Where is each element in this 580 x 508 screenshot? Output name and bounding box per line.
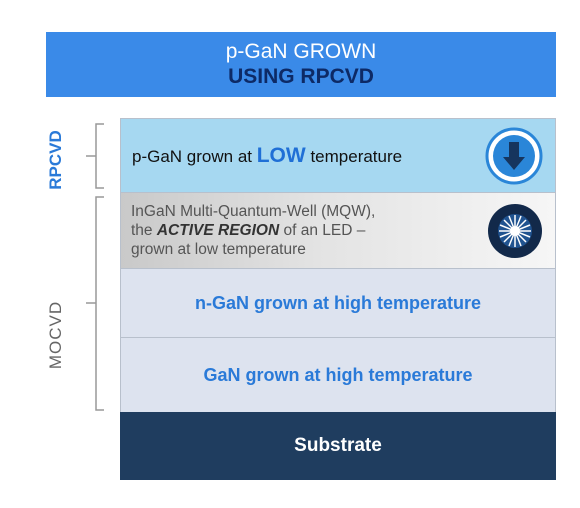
side-label: MOCVD xyxy=(46,300,65,370)
text: InGaN Multi-Quantum-Well (MQW), xyxy=(131,203,376,220)
text: of an LED – xyxy=(279,222,366,239)
down-icon xyxy=(485,127,543,185)
layer-text: InGaN Multi-Quantum-Well (MQW), the ACTI… xyxy=(131,202,375,259)
layer-text: Substrate xyxy=(294,435,382,456)
bracket xyxy=(86,196,104,411)
layer-text: n-GaN grown at high temperature xyxy=(194,292,482,313)
layer-text: p-GaN grown at LOW temperature xyxy=(132,144,402,168)
text: p-GaN grown at xyxy=(132,146,257,166)
brackets xyxy=(86,123,104,411)
layer-text: GaN grown at high temperature xyxy=(203,364,473,385)
text: the xyxy=(131,222,157,239)
text: grown at low temperature xyxy=(131,241,306,258)
header: p-GaN GROWN USING RPCVD xyxy=(46,32,556,97)
side-label: RPCVD xyxy=(46,130,65,190)
layer: GaN grown at high temperature xyxy=(120,337,556,413)
layer: n-GaN grown at high temperature xyxy=(120,268,556,338)
bracket xyxy=(86,123,104,189)
layer: InGaN Multi-Quantum-Well (MQW), the ACTI… xyxy=(120,192,556,269)
layer: Substrate xyxy=(120,412,556,480)
light-icon xyxy=(488,204,542,258)
text: temperature xyxy=(305,146,403,166)
header-line: p-GaN GROWN xyxy=(225,40,377,63)
header-line: USING RPCVD xyxy=(228,65,374,88)
layer: p-GaN grown at LOW temperature xyxy=(120,118,556,193)
emphasis: ACTIVE REGION xyxy=(156,222,280,239)
emphasis: LOW xyxy=(256,143,306,167)
